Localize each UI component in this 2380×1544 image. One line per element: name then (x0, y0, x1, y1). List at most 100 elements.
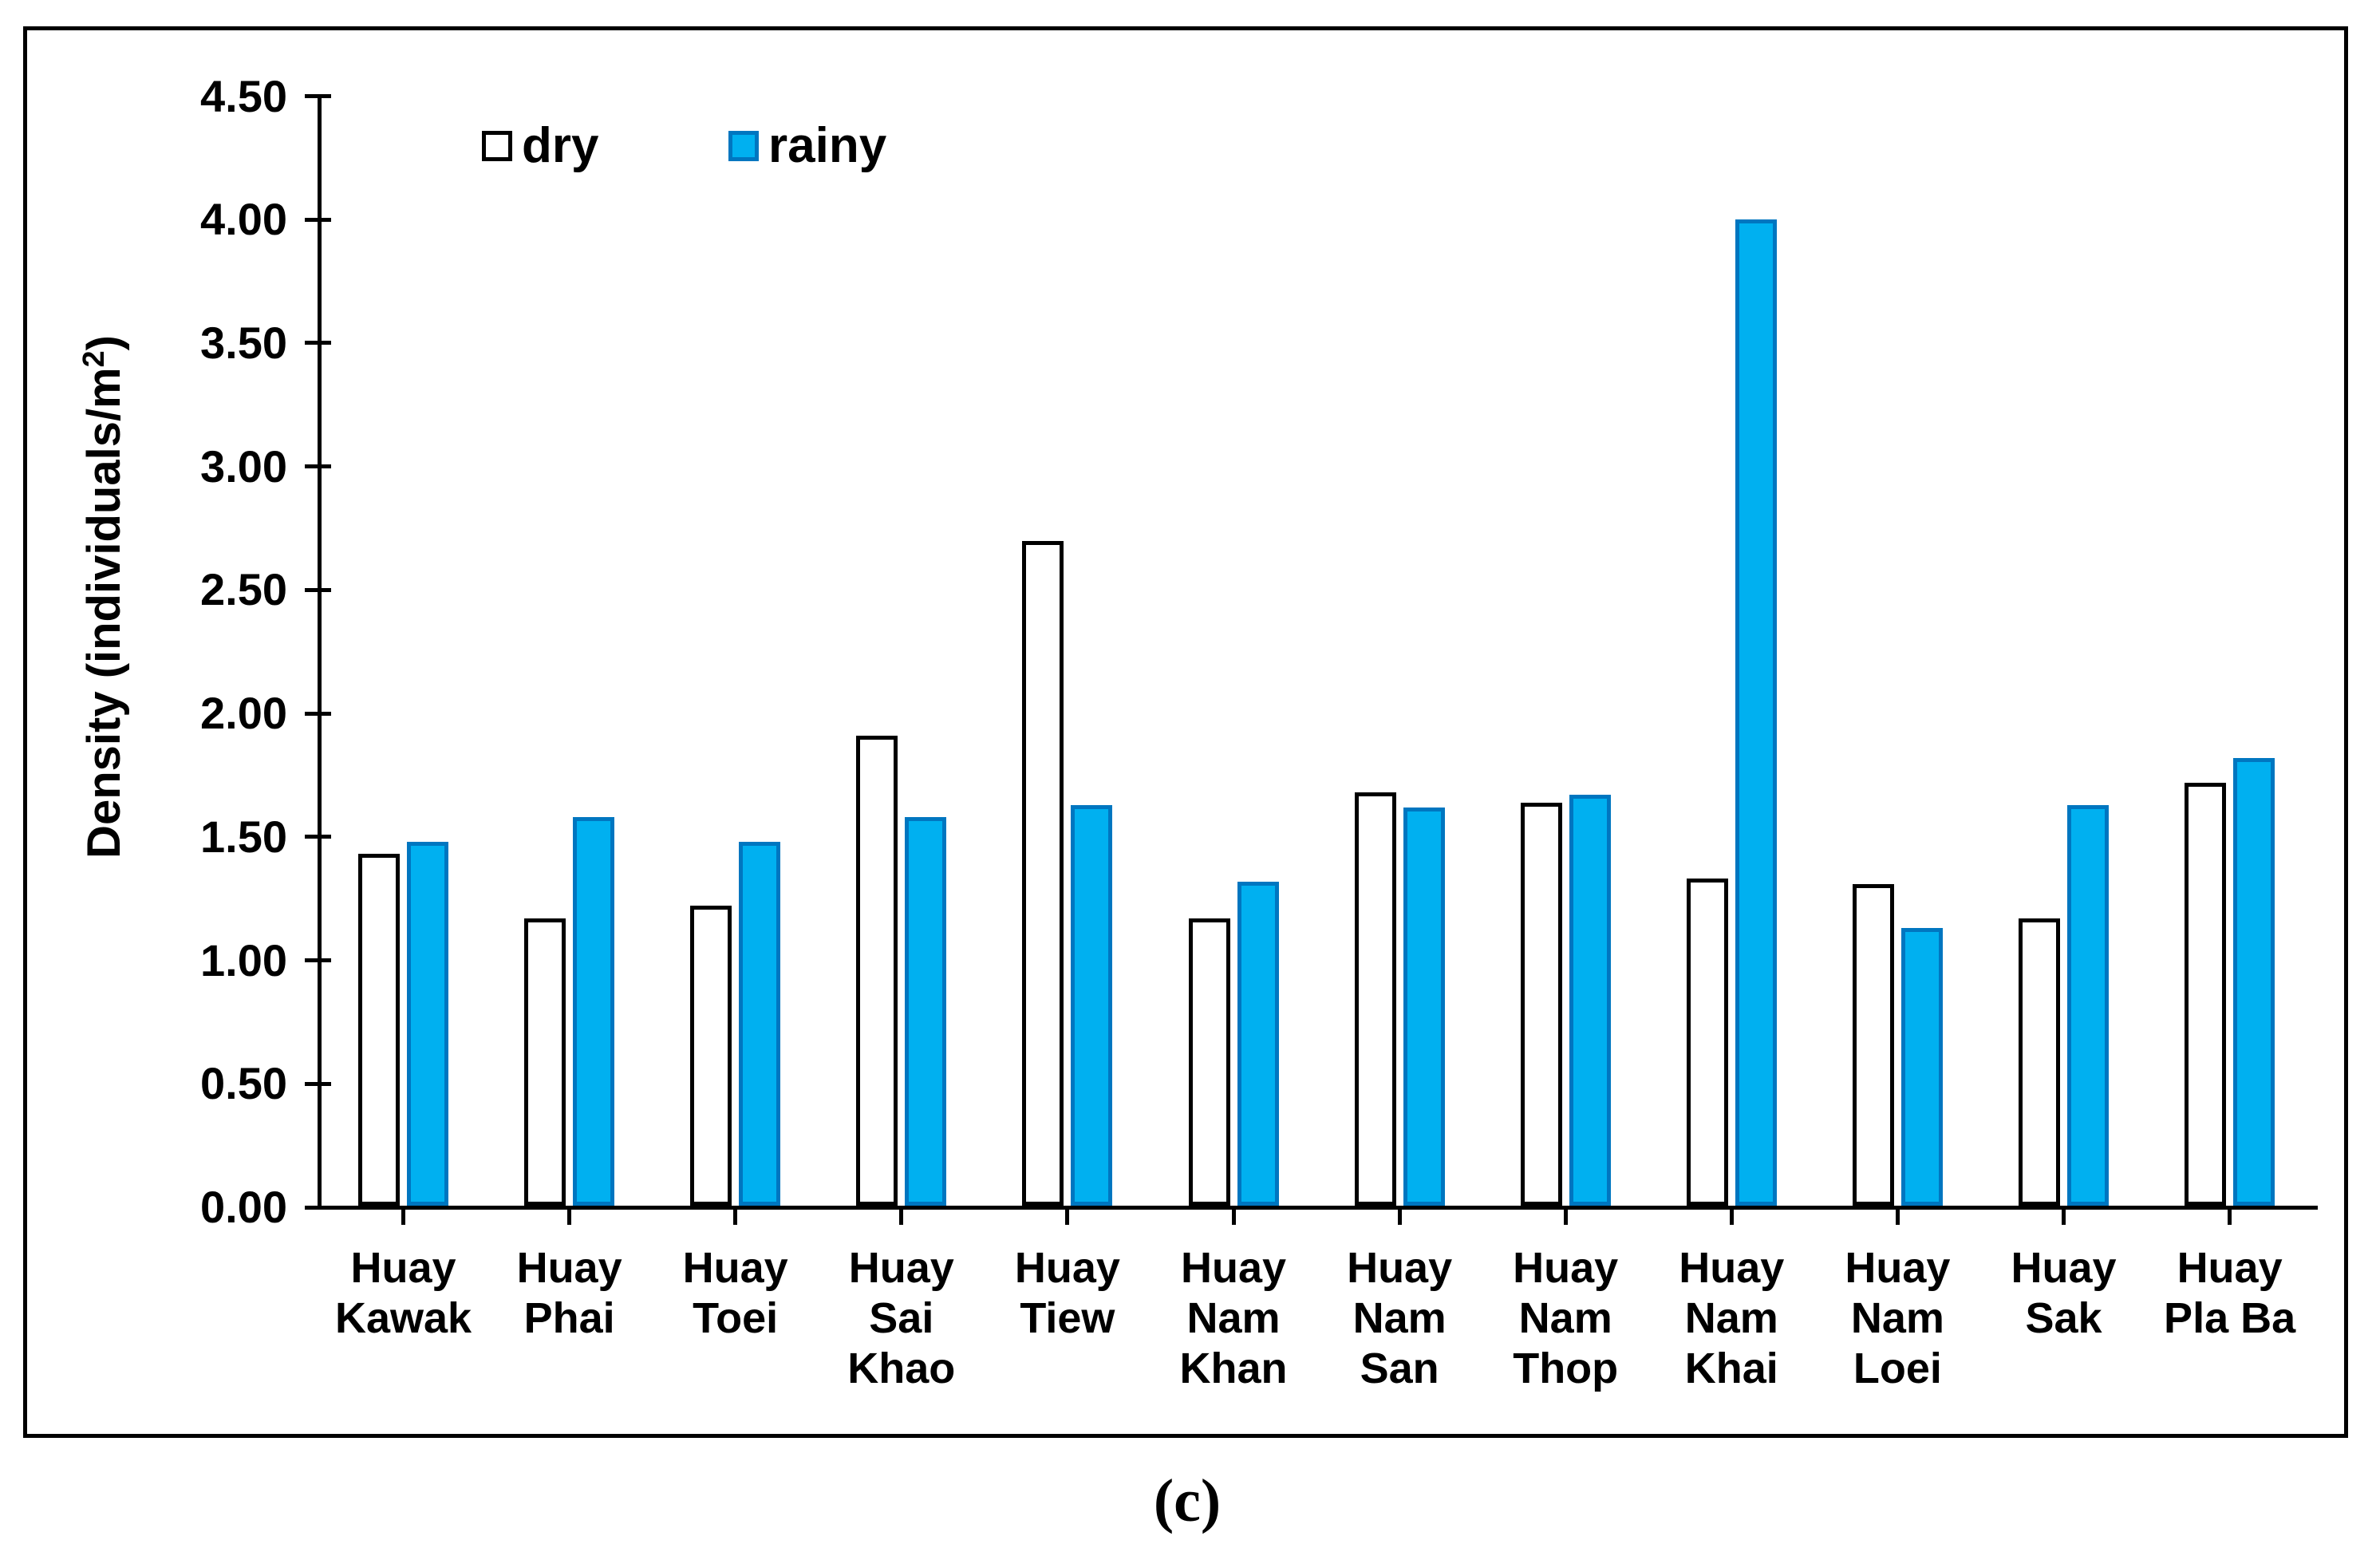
category-label-line: Nam (1352, 1294, 1447, 1342)
x-tick-huay-nam-san (1397, 1210, 1402, 1225)
bar-dry-huay-sak (2019, 918, 2060, 1206)
y-tick-label-0.50: 0.50 (200, 1058, 287, 1109)
y-tick-label-0.00: 0.00 (200, 1182, 287, 1232)
bar-rainy-huay-nam-khai (1735, 219, 1777, 1206)
bar-dry-huay-nam-san (1354, 792, 1396, 1206)
category-label-line: Phai (523, 1294, 615, 1342)
category-label-line: Thop (1513, 1345, 1619, 1392)
category-label-huay-nam-thop: Huay Nam Thop (1513, 1243, 1618, 1394)
y-tick-label-1.50: 1.50 (200, 811, 287, 862)
category-label-line: Khao (847, 1345, 956, 1392)
dry-legend-swatch-icon (482, 131, 512, 161)
category-label-huay-tiew: Huay Tiew (1015, 1243, 1120, 1344)
x-tick-huay-toei (733, 1210, 738, 1225)
bar-rainy-huay-nam-san (1403, 807, 1445, 1206)
x-tick-huay-nam-loei (1895, 1210, 1900, 1225)
category-label-huay-nam-khan: Huay Nam Khan (1180, 1243, 1288, 1394)
bar-rainy-huay-kawak (407, 842, 448, 1206)
category-label-line: Khan (1179, 1345, 1288, 1392)
y-axis-title-text: Density (individuals/m (78, 367, 131, 859)
x-tick-huay-phai (567, 1210, 572, 1225)
bar-rainy-huay-nam-thop (1569, 795, 1611, 1206)
rainy-legend-swatch-icon (728, 131, 759, 161)
bar-dry-huay-pla-ba (2185, 782, 2227, 1206)
category-label-line: Huay (1347, 1244, 1453, 1292)
category-label-line: Huay (516, 1244, 622, 1292)
bar-dry-huay-sai-khao (856, 735, 898, 1206)
category-label-line: Huay (1513, 1244, 1619, 1292)
bar-dry-huay-kawak (358, 854, 400, 1206)
legend-item-dry: dry (482, 121, 598, 171)
y-tick-2.00 (305, 711, 331, 716)
category-label-line: Toei (693, 1294, 779, 1342)
y-axis-line (318, 94, 322, 1210)
bar-dry-huay-nam-khai (1686, 879, 1728, 1206)
category-label-line: Nam (1684, 1294, 1778, 1342)
category-label-line: Huay (1180, 1244, 1287, 1292)
category-label-huay-toei: Huay Toei (683, 1243, 788, 1344)
y-tick-label-3.50: 3.50 (200, 317, 287, 368)
y-axis-title-superscript: 2 (76, 350, 110, 368)
y-tick-label-4.50: 4.50 (200, 70, 287, 121)
y-tick-3.50 (305, 341, 331, 346)
x-tick-huay-tiew (1065, 1210, 1070, 1225)
bar-rainy-huay-nam-loei (1900, 928, 1943, 1206)
y-tick-3.00 (305, 464, 331, 469)
category-label-line: Huay (682, 1244, 788, 1292)
y-tick-4.00 (305, 217, 331, 222)
category-label-line: Huay (1845, 1244, 1951, 1292)
y-tick-label-2.00: 2.00 (200, 688, 287, 739)
bar-dry-huay-nam-loei (1852, 883, 1894, 1206)
x-tick-huay-nam-khan (1231, 1210, 1236, 1225)
category-label-huay-nam-san: Huay Nam San (1347, 1243, 1452, 1394)
category-label-line: Huay (1014, 1244, 1120, 1292)
legend-label-dry: dry (522, 118, 599, 173)
bar-dry-huay-nam-khan (1188, 918, 1230, 1206)
category-label-line: Sai (869, 1294, 934, 1342)
category-label-line: Kawak (334, 1294, 472, 1342)
category-label-line: Huay (2177, 1244, 2283, 1292)
category-label-line: Sak (2025, 1294, 2102, 1342)
category-label-line: Nam (1850, 1294, 1944, 1342)
category-label-huay-sak: Huay Sak (2011, 1243, 2116, 1344)
bar-rainy-huay-sai-khao (905, 817, 947, 1206)
bar-dry-huay-tiew (1022, 540, 1064, 1206)
x-tick-huay-sai-khao (899, 1210, 904, 1225)
category-label-huay-phai: Huay Phai (517, 1243, 622, 1344)
bar-rainy-huay-sak (2067, 804, 2109, 1206)
bar-dry-huay-phai (524, 918, 566, 1206)
category-label-line: Loei (1853, 1345, 1942, 1392)
legend: dry rainy (471, 112, 1029, 176)
category-label-line: Nam (1518, 1294, 1612, 1342)
category-label-line: San (1360, 1345, 1439, 1392)
category-label-huay-pla-ba: Huay Pla Ba (2164, 1243, 2295, 1344)
category-label-line: Tiew (1020, 1294, 1115, 1342)
x-tick-huay-nam-khai (1729, 1210, 1734, 1225)
bar-rainy-huay-nam-khan (1237, 881, 1279, 1206)
category-label-line: Nam (1186, 1294, 1281, 1342)
bar-rainy-huay-toei (739, 842, 781, 1206)
category-label-line: Huay (350, 1244, 456, 1292)
bar-rainy-huay-pla-ba (2233, 757, 2275, 1206)
y-tick-0.00 (305, 1205, 331, 1210)
bar-dry-huay-nam-thop (1520, 802, 1562, 1206)
y-tick-1.50 (305, 835, 331, 839)
y-tick-0.50 (305, 1081, 331, 1086)
category-label-line: Huay (848, 1244, 954, 1292)
x-tick-huay-sak (2062, 1210, 2066, 1225)
y-tick-label-2.50: 2.50 (200, 564, 287, 615)
x-axis-line (318, 1206, 2318, 1210)
category-label-line: Khai (1684, 1345, 1778, 1392)
category-label-huay-kawak: Huay Kawak (335, 1243, 472, 1344)
legend-label-rainy: rainy (768, 118, 887, 173)
figure-border (23, 26, 2348, 1438)
figure-caption: (c) (1153, 1467, 1222, 1534)
x-tick-huay-nam-thop (1563, 1210, 1568, 1225)
y-tick-label-1.00: 1.00 (200, 934, 287, 985)
y-tick-2.50 (305, 587, 331, 592)
category-label-huay-sai-khao: Huay Sai Khao (847, 1243, 955, 1394)
category-label-line: Huay (2011, 1244, 2117, 1292)
y-tick-label-3.00: 3.00 (200, 440, 287, 492)
x-tick-huay-pla-ba (2228, 1210, 2232, 1225)
category-label-line: Pla Ba (2164, 1294, 2296, 1342)
